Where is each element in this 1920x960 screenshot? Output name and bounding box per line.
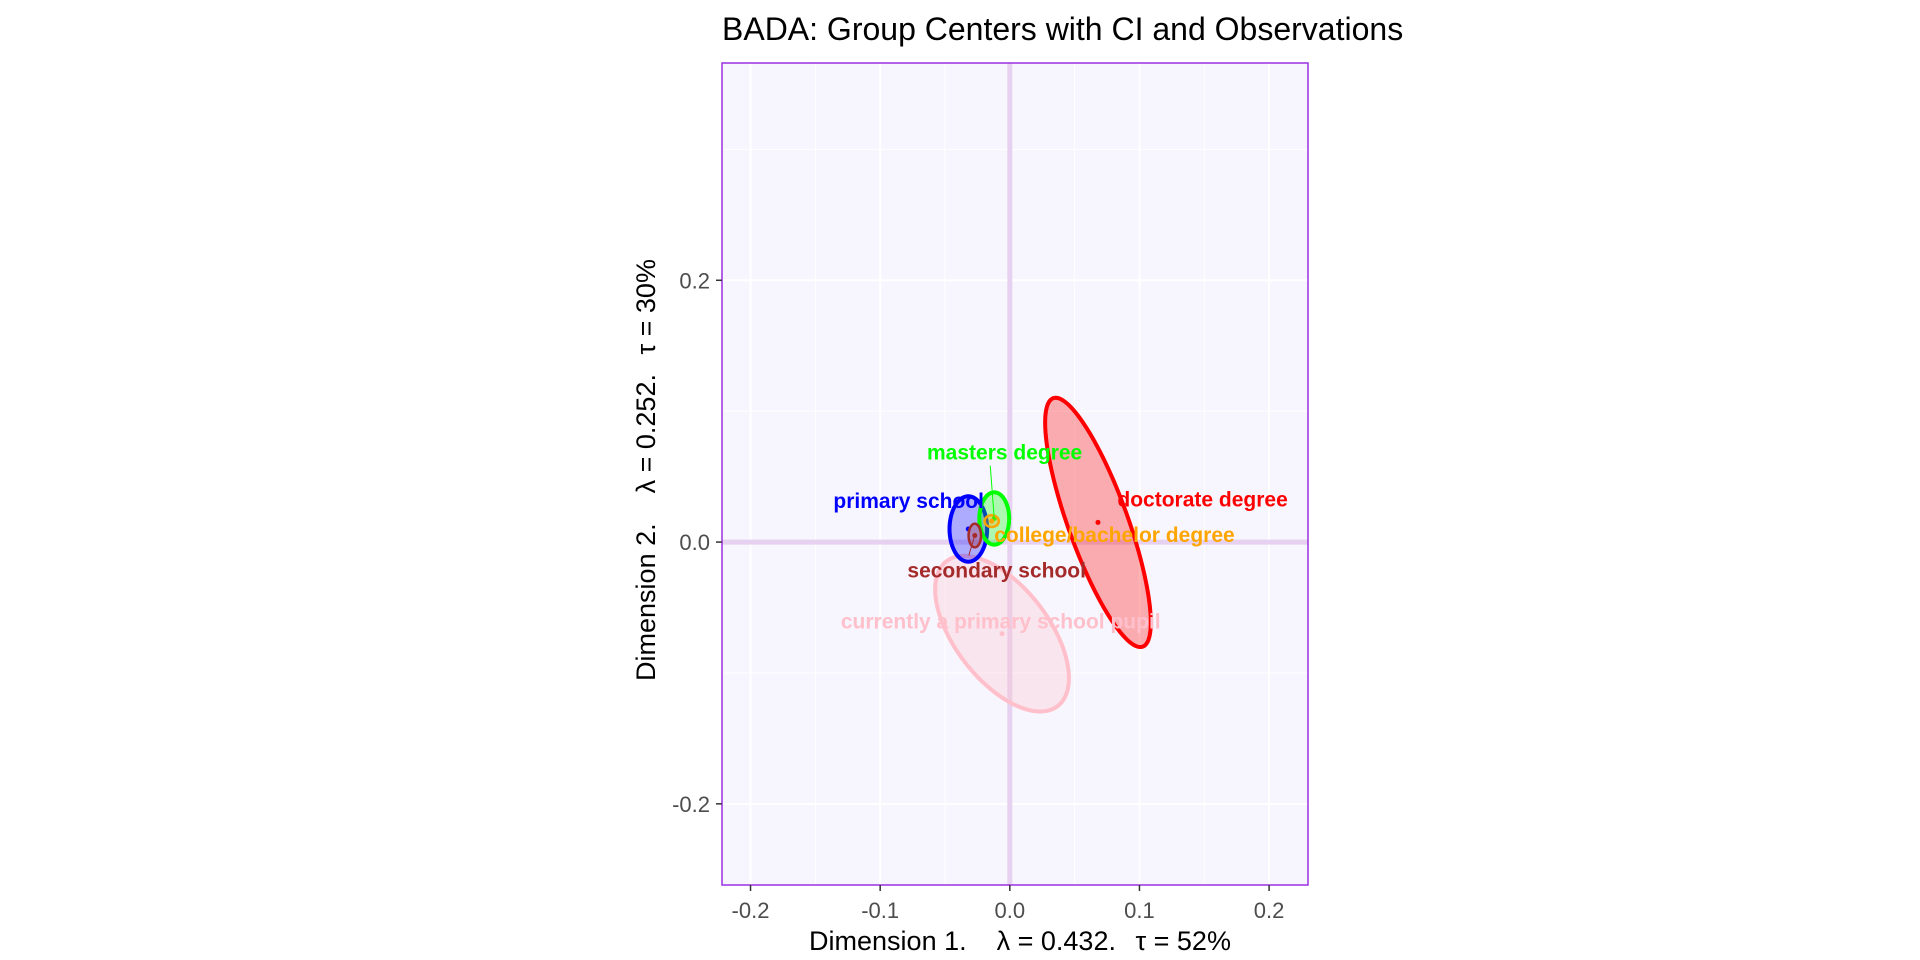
label-college-bachelor-degree: college/bachelor degree (994, 524, 1234, 547)
label-doctorate-degree: doctorate degree (1117, 489, 1287, 512)
label-currently-a-primary-school-pupil: currently a primary school pupil (841, 610, 1161, 633)
x-axis-title-tau: τ = 52% (1135, 926, 1230, 956)
x-tick-label: -0.2 (732, 898, 770, 923)
y-tick-label: -0.2 (672, 792, 710, 817)
y-axis-title: Dimension 2. λ = 0.252. τ = 30% (631, 259, 661, 681)
y-tick-label: 0.2 (679, 268, 710, 293)
label-masters-degree: masters degree (927, 442, 1082, 465)
chart-title: BADA: Group Centers with CI and Observat… (722, 11, 1403, 47)
y-tick-label: 0.0 (679, 530, 710, 555)
axis-ticks: -0.2 -0.1 0.0 0.1 0.2 -0.2 0.0 0.2 (672, 268, 1284, 923)
x-tick-label: 0.0 (995, 898, 1026, 923)
center-point-doctorate-degree (1095, 519, 1101, 525)
origin-axes (722, 63, 1308, 885)
label-leader-lines (968, 465, 995, 556)
label-secondary-school: secondary school (907, 559, 1086, 582)
center-point-college-bachelor-degree (989, 518, 995, 524)
x-tick-label: 0.2 (1254, 898, 1285, 923)
y-axis-title-prefix: Dimension 2. (631, 501, 661, 681)
plot-panel-border (721, 62, 1309, 886)
x-tick-label: -0.1 (861, 898, 899, 923)
x-axis-title-prefix: Dimension 1. (809, 926, 989, 956)
y-axis-title-lambda: λ = 0.252. (631, 374, 661, 493)
plot-panel (722, 63, 1308, 885)
x-axis-title: Dimension 1. λ = 0.432. τ = 52% (809, 926, 1231, 956)
group-labels: doctorate degree currently a primary scho… (833, 442, 1287, 634)
label-primary-school: primary school (833, 490, 984, 513)
x-tick-label: 0.1 (1124, 898, 1155, 923)
center-point-currently-a-primary-school-pupil (999, 631, 1005, 637)
x-axis-title-lambda: λ = 0.432. (997, 926, 1116, 956)
leader-line (989, 465, 995, 519)
leader-line (968, 535, 976, 556)
y-axis-title-tau: τ = 30% (631, 259, 661, 354)
